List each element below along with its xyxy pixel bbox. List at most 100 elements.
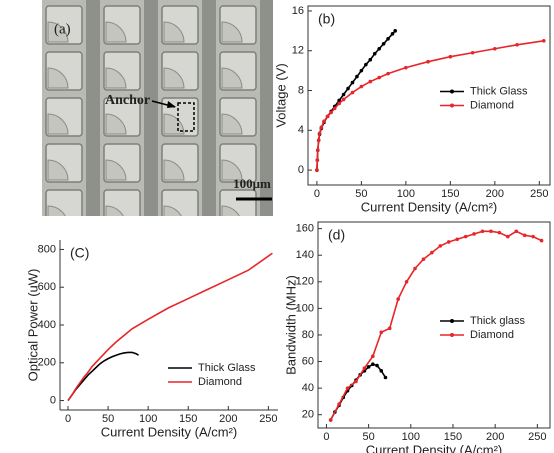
- x-tick-label: 0: [314, 188, 320, 200]
- y-tick-label: 160: [296, 223, 314, 235]
- point: [522, 233, 527, 238]
- point: [515, 42, 519, 47]
- y-tick-label: 120: [296, 276, 314, 288]
- y-tick-label: 8: [298, 84, 304, 96]
- panel-label: (d): [328, 227, 345, 243]
- point: [531, 234, 535, 239]
- legend-label: Thick Glass: [470, 85, 528, 97]
- point: [387, 326, 392, 331]
- point: [393, 29, 397, 33]
- point: [328, 418, 333, 422]
- scale-label: 100μm: [233, 176, 271, 191]
- point: [337, 98, 341, 103]
- point: [350, 90, 355, 95]
- x-axis-title: Current Density (A/cm²): [361, 199, 498, 214]
- arrow-head: [167, 101, 176, 108]
- series-line: [329, 363, 387, 421]
- point: [514, 229, 519, 234]
- point: [404, 65, 408, 70]
- point: [371, 354, 375, 359]
- point: [470, 50, 475, 55]
- point: [386, 37, 390, 41]
- point: [381, 41, 386, 46]
- legend-label: Diamond: [470, 329, 514, 341]
- legend-label: Thick glass: [470, 315, 526, 327]
- point: [315, 148, 320, 152]
- point: [438, 244, 443, 248]
- point: [332, 106, 337, 111]
- x-axis-title: Current Density (A/cm²): [101, 424, 238, 439]
- point: [322, 119, 326, 124]
- point: [463, 234, 468, 239]
- y-tick-label: 800: [38, 243, 56, 255]
- point: [337, 101, 341, 106]
- point: [317, 131, 322, 136]
- x-tick-label: 150: [441, 188, 459, 200]
- y-tick-label: 140: [296, 249, 314, 261]
- point: [315, 158, 320, 162]
- point: [354, 379, 358, 384]
- point: [375, 363, 379, 368]
- point: [430, 250, 434, 255]
- x-tick-label: 100: [139, 413, 157, 425]
- point: [359, 68, 364, 73]
- legend-marker: [450, 103, 454, 108]
- x-tick-label: 50: [102, 413, 114, 425]
- y-tick-label: 80: [302, 329, 314, 341]
- panel-label: (a): [54, 21, 71, 37]
- point: [448, 54, 453, 59]
- y-axis-title: Bandwidth (MHz): [283, 275, 298, 375]
- point: [366, 365, 371, 369]
- x-tick-label: 100: [397, 188, 415, 200]
- legend-label: Diamond: [470, 99, 514, 111]
- x-tick-label: 200: [486, 431, 504, 443]
- legend-marker: [450, 89, 454, 94]
- point: [497, 230, 502, 235]
- y-tick-label: 12: [292, 45, 304, 57]
- y-tick-label: 0: [298, 164, 304, 176]
- point: [480, 229, 485, 234]
- point: [364, 62, 368, 67]
- x-tick-label: 200: [486, 188, 504, 200]
- x-tick-label: 0: [65, 413, 71, 425]
- point: [355, 74, 359, 79]
- point: [421, 257, 426, 262]
- point: [319, 125, 324, 130]
- y-tick-label: 600: [38, 281, 56, 293]
- point: [541, 39, 546, 43]
- point: [362, 366, 367, 370]
- series-line: [67, 351, 139, 402]
- x-tick-label: 250: [259, 413, 277, 425]
- plot-frame: [317, 221, 551, 429]
- point: [341, 92, 346, 97]
- panel-label: (C): [70, 245, 89, 261]
- y-tick-label: 20: [302, 409, 314, 421]
- point: [539, 238, 544, 243]
- y-tick-label: 60: [302, 355, 314, 367]
- point: [426, 59, 430, 64]
- point: [368, 79, 373, 84]
- micrograph: [42, 0, 273, 216]
- anchor-box: [177, 102, 195, 132]
- point: [379, 369, 384, 373]
- y-tick-label: 0: [50, 394, 56, 406]
- point: [377, 46, 381, 51]
- point: [350, 80, 355, 85]
- point: [377, 75, 381, 80]
- point: [455, 237, 460, 242]
- point: [379, 330, 384, 335]
- y-tick-label: 16: [292, 5, 304, 17]
- y-tick-label: 100: [296, 302, 314, 314]
- series-line: [316, 30, 396, 171]
- series-line: [67, 252, 273, 402]
- x-axis-title: Current Density (A/cm²): [366, 442, 503, 453]
- point: [372, 51, 377, 56]
- x-tick-label: 150: [444, 431, 462, 443]
- chart-panel: 0 50 100 150 200 250 20 40 60 80 100 120 140 160 Curre…: [283, 221, 551, 453]
- point: [316, 138, 321, 143]
- point: [493, 46, 497, 51]
- point: [371, 362, 375, 367]
- x-tick-label: 250: [528, 431, 546, 443]
- x-tick-label: 150: [179, 413, 197, 425]
